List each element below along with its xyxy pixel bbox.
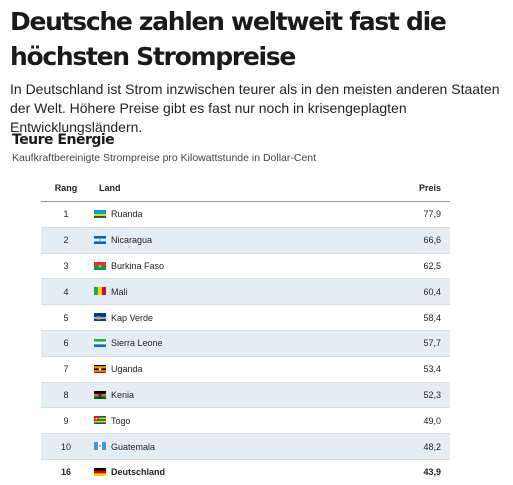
price-cell: 77,9 [341,201,450,228]
rank-cell: 8 [41,382,91,409]
table-row: 1 Ruanda 77,9 [41,201,450,228]
sierra-leone-flag-icon [94,339,106,347]
price-cell: 60,4 [341,278,450,306]
mali-flag-icon [94,287,106,296]
country-cell: Uganda [91,356,342,383]
country-cell: Kap Verde [91,304,342,331]
country-cell: Guatemala [91,433,342,460]
price-cell: 48,2 [341,433,450,460]
country-name: Uganda [111,364,143,375]
headline: Deutsche zahlen weltweit fast die höchst… [10,7,447,71]
country-cell: Deutschland [91,458,342,485]
togo-flag-icon [94,416,106,425]
table-row: 8 Kenia 52,3 [41,382,450,409]
cape-verde-flag-icon [94,313,106,322]
country-name: Mali [111,286,128,297]
price-cell: 52,3 [341,382,450,409]
chart-title: Teure Energie [12,132,115,148]
table-row: 3 Burkina Faso 62,5 [41,253,450,280]
rank-cell: 3 [41,253,91,280]
uganda-flag-icon [94,364,106,373]
price-cell: 57,7 [341,330,450,357]
table-row: 2 Nicaragua 66,6 [41,227,450,254]
rank-cell: 6 [41,330,91,357]
country-cell: Togo [91,407,342,435]
rank-cell: 2 [41,227,91,254]
table-header-row: Rang Land Preis [41,174,450,202]
rank-cell: 7 [41,356,91,383]
rank-cell: 16 [41,458,91,485]
country-cell: Nicaragua [91,227,342,254]
country-cell: Ruanda [91,201,342,228]
chart-subtitle: Kaufkraftbereinigte Strompreise pro Kilo… [12,152,317,164]
price-cell: 49,0 [341,407,450,435]
country-name: Burkina Faso [111,260,165,271]
country-cell: Sierra Leone [91,330,342,357]
table-row: 5 Kap Verde 58,4 [41,304,450,331]
country-name: Nicaragua [111,235,153,246]
column-header-rank: Rang [41,174,91,202]
rank-cell: 4 [41,278,91,306]
price-cell: 66,6 [341,227,450,254]
price-cell: 53,4 [341,356,450,383]
table-row: 6 Sierra Leone 57,7 [41,330,450,357]
germany-flag-icon [94,467,106,476]
country-cell: Mali [91,278,342,306]
table-row: 4 Mali 60,4 [41,278,450,306]
price-cell: 43,9 [341,458,450,485]
column-header-country: Land [91,174,342,202]
country-cell: Burkina Faso [91,253,342,280]
guatemala-flag-icon [94,442,106,451]
price-cell: 58,4 [341,304,450,331]
country-name: Togo [111,415,131,426]
table-row: 10 Guatemala 48,2 [41,433,450,460]
table-row-highlighted: 16 Deutschland 43,9 [41,458,450,485]
lead-paragraph: In Deutschland ist Strom inzwischen teur… [10,81,500,135]
table-body: 1 Ruanda 77,9 2 Nicaragua 66,6 3 Burkina Faso 62… [41,201,450,485]
price-cell: 62,5 [341,253,450,280]
kenya-flag-icon [94,390,106,399]
table-row: 7 Uganda 53,4 [41,356,450,383]
country-name: Ruanda [111,209,143,220]
column-header-price: Preis [341,174,450,202]
nicaragua-flag-icon [94,235,106,244]
country-name: Sierra Leone [111,338,163,349]
country-name: Deutschland [111,467,166,478]
country-name: Kap Verde [111,312,154,323]
rank-cell: 9 [41,407,91,435]
burkina-faso-flag-icon [94,261,106,270]
rank-cell: 1 [41,201,91,228]
price-table: Rang Land Preis 1 Ruanda 77,9 2 Nicaragua 66,… [41,174,450,485]
rwanda-flag-icon [94,210,106,219]
rank-cell: 10 [41,433,91,460]
table-row: 9 Togo 49,0 [41,407,450,435]
country-cell: Kenia [91,382,342,409]
country-name: Guatemala [111,441,156,452]
rank-cell: 5 [41,304,91,331]
country-name: Kenia [111,389,135,400]
